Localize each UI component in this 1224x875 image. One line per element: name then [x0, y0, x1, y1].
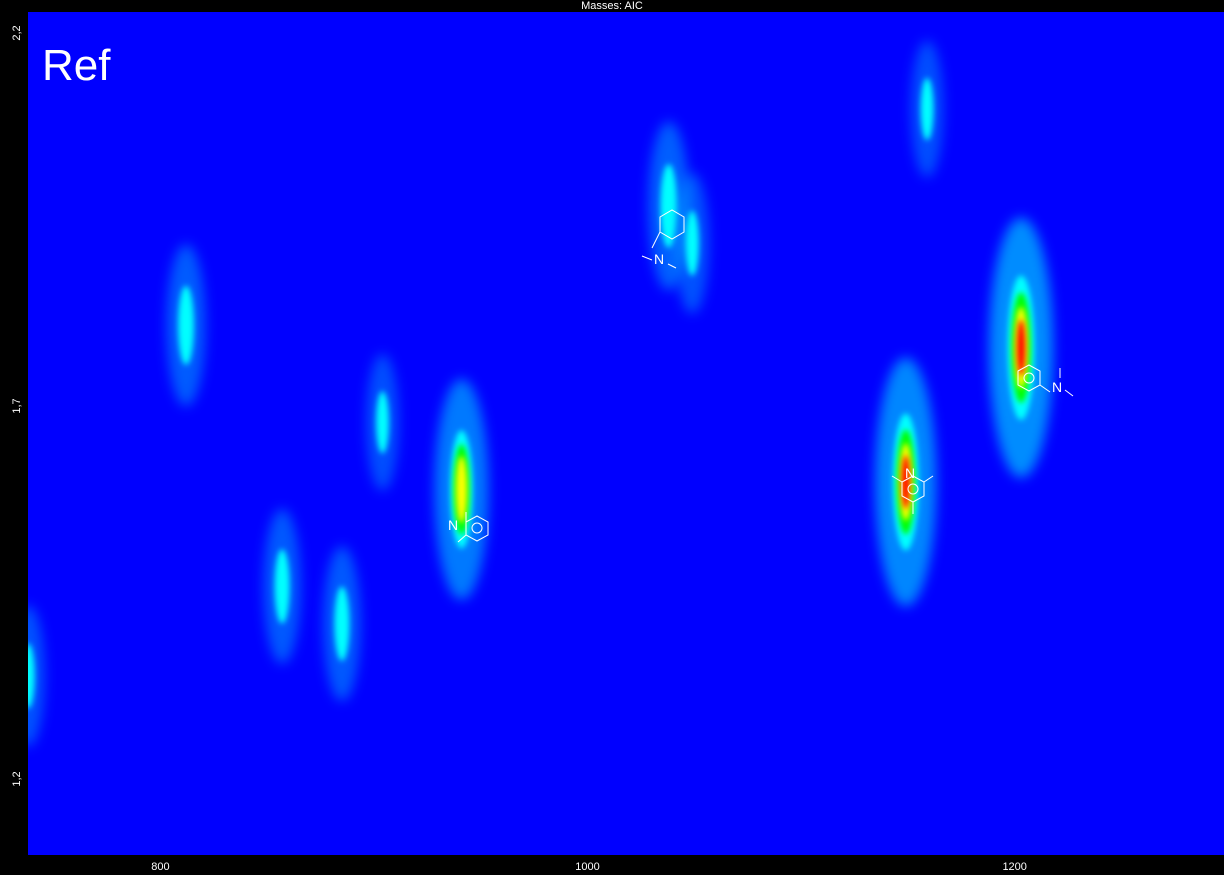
y-tick-label: 1,2 — [11, 771, 23, 788]
svg-text:N: N — [905, 465, 915, 481]
peak-core — [334, 586, 350, 661]
peak-core — [178, 285, 194, 365]
peak-halo — [28, 605, 45, 747]
molecule-structure-mid-right: N — [891, 465, 934, 514]
peak-core — [274, 549, 290, 624]
peak-core — [660, 164, 677, 248]
svg-text:N: N — [1052, 379, 1062, 395]
peak-core — [685, 210, 699, 276]
peak-core — [1016, 319, 1026, 376]
x-tick-label: 1200 — [1002, 861, 1027, 873]
peak-core — [376, 391, 389, 454]
peak-core — [901, 455, 910, 509]
reference-label: Ref — [42, 41, 111, 90]
peaks-layer — [28, 40, 1054, 747]
y-tick-label: 2,2 — [11, 25, 23, 42]
y-tick-label: 1,7 — [11, 398, 23, 415]
x-tick-label: 800 — [151, 861, 170, 873]
molecule-structure-top: N — [641, 209, 685, 269]
heatmap-svg: N N N N — [28, 12, 1224, 855]
chart-title: Masses: AIC — [581, 0, 643, 12]
svg-text:N: N — [448, 517, 458, 533]
x-tick-label: 1000 — [575, 861, 600, 873]
molecule-structure-left: N — [448, 512, 489, 543]
peak-core — [28, 643, 35, 709]
molecule-structure-right: N — [1017, 364, 1074, 397]
svg-text:N: N — [654, 251, 664, 267]
peak-core — [455, 456, 468, 523]
peak-core — [920, 77, 934, 141]
heatmap-plot-area: N N N N — [28, 12, 1224, 855]
